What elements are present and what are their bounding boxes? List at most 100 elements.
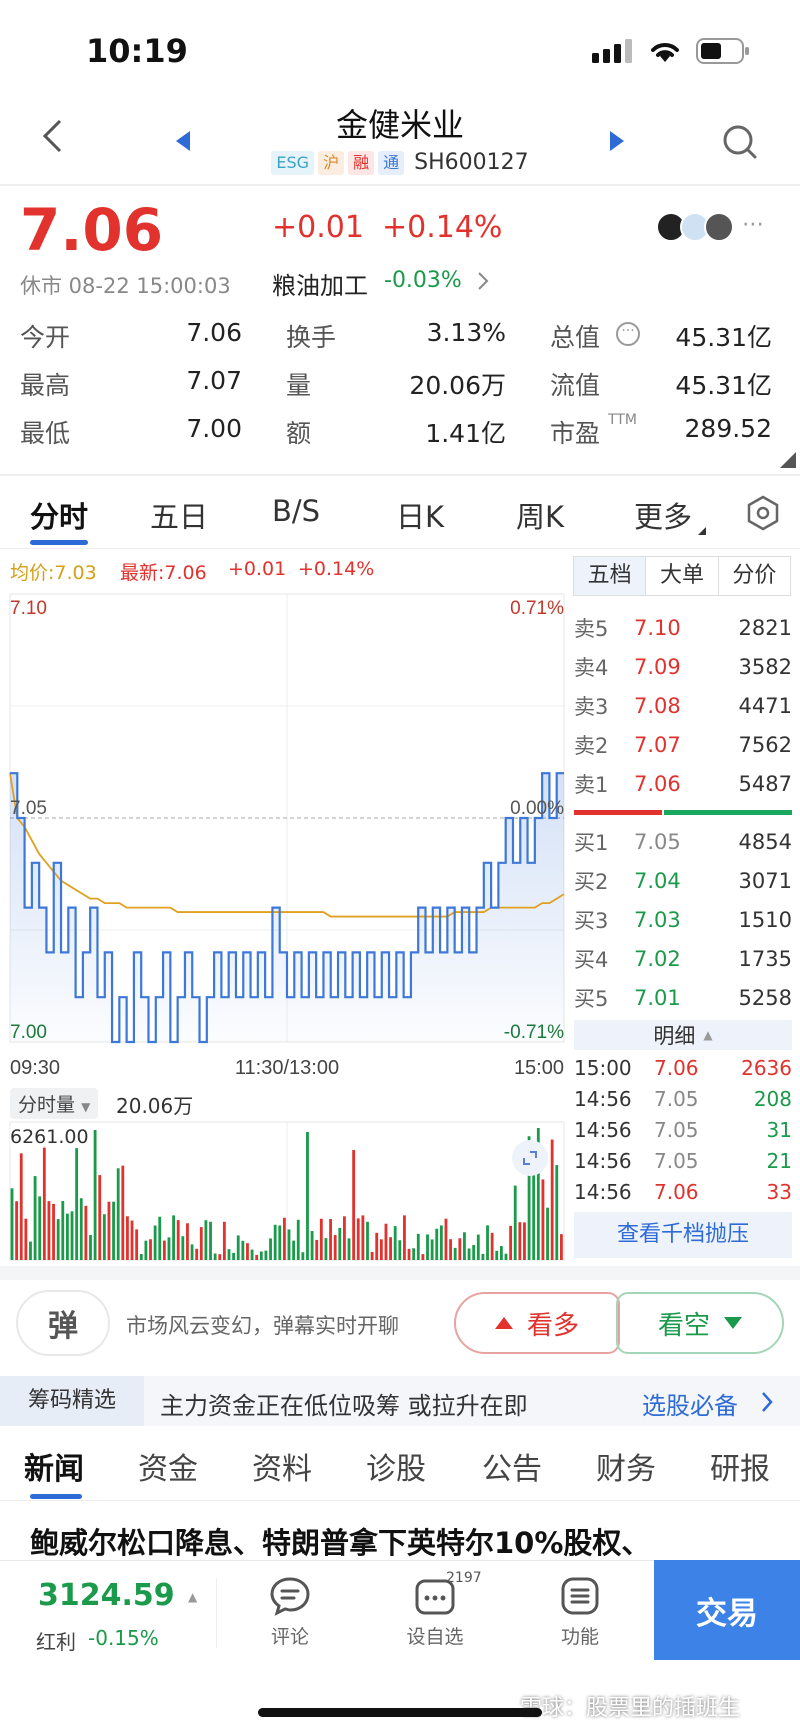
trade-button[interactable]: 交易 (654, 1560, 800, 1660)
function-icon[interactable] (560, 1576, 600, 1620)
volume-max-label: 6261.00 (10, 1126, 89, 1148)
tab-weekly-k[interactable]: 周K (516, 500, 565, 534)
comment-icon[interactable] (268, 1576, 312, 1620)
volume-bar (181, 1236, 185, 1260)
expand-corner-icon[interactable] (780, 452, 796, 472)
news-headline[interactable]: 鲍威尔松口降息、特朗普拿下英特尔10%股权、 (30, 1526, 651, 1560)
chart-settings-icon[interactable] (744, 494, 782, 536)
volume-bar (162, 1240, 166, 1260)
stat-label: 最高 (20, 371, 71, 400)
tag-rong[interactable]: 融 (348, 150, 375, 175)
watermark: 雪球：股票里的插班生 (520, 1696, 741, 1721)
news-tab[interactable]: 诊股 (366, 1452, 426, 1487)
volume-bar (527, 1136, 531, 1260)
search-icon[interactable] (722, 124, 758, 164)
tick-time: 14:56 (574, 1086, 632, 1111)
volume-bar (250, 1249, 254, 1260)
ask-volume: 4471 (738, 693, 792, 718)
stat-label: 总值 (550, 323, 601, 352)
chevron-right-icon[interactable] (476, 270, 490, 296)
ask-row[interactable]: 卖4 7.09 3582 (574, 647, 792, 686)
news-tab[interactable]: 研报 (710, 1452, 770, 1487)
news-tab[interactable]: 公告 (482, 1452, 542, 1487)
bearish-button[interactable]: 看空 (616, 1292, 784, 1354)
ask-row[interactable]: 卖3 7.08 4471 (574, 686, 792, 725)
tab-more[interactable]: 更多 (634, 500, 693, 534)
sector-change[interactable]: -0.03% (384, 268, 462, 293)
volume-bar (476, 1234, 480, 1260)
stat-label: 市盈 (550, 419, 601, 448)
tag-esg[interactable]: ESG (271, 150, 315, 175)
home-indicator[interactable] (258, 1708, 542, 1717)
bid-row[interactable]: 买3 7.03 1510 (574, 900, 792, 939)
news-tab[interactable]: 新闻 (24, 1452, 84, 1487)
chevron-right-icon[interactable] (760, 1390, 774, 1418)
ask-row[interactable]: 卖1 7.06 5487 (574, 764, 792, 803)
news-tab[interactable]: 资金 (138, 1452, 198, 1487)
intraday-chart[interactable]: 7.10 7.05 7.00 0.71% 0.00% -0.71% 09:30 11:30/1… (0, 580, 570, 1080)
ask-volume: 2821 (738, 615, 792, 640)
fullscreen-icon[interactable] (512, 1140, 548, 1176)
volume-bar (499, 1246, 503, 1260)
ask-row[interactable]: 卖5 7.10 2821 (574, 608, 792, 647)
volume-chart[interactable] (0, 1118, 570, 1262)
volume-bar (264, 1250, 268, 1260)
bid-row[interactable]: 买1 7.05 4854 (574, 822, 792, 861)
tick-volume: 21 (766, 1148, 792, 1173)
y-tick-left: 7.05 (10, 798, 47, 819)
watchlist-label: 设自选 (406, 1626, 464, 1648)
tag-tong[interactable]: 通 (378, 150, 405, 175)
x-tick: 15:00 (514, 1057, 564, 1079)
bid-bar (664, 810, 792, 815)
index-value[interactable]: 3124.59 (38, 1578, 175, 1613)
chips-text[interactable]: 主力资金正在低位吸筹 或拉升在即 (160, 1392, 528, 1420)
tab-intraday[interactable]: 分时 (30, 500, 89, 534)
volume-bar (269, 1238, 272, 1260)
index-change: -0.15% (88, 1626, 159, 1650)
up-triangle-icon (494, 1317, 513, 1329)
more-circle-icon[interactable]: ··· (616, 322, 640, 346)
volume-bar (144, 1240, 148, 1260)
news-tab[interactable]: 财务 (596, 1452, 656, 1487)
volume-bar (398, 1240, 402, 1260)
bullish-button[interactable]: 看多 (454, 1292, 620, 1354)
chips-link[interactable]: 选股必备 (642, 1392, 738, 1420)
tick-price: 7.05 (654, 1148, 699, 1173)
down-triangle-icon (724, 1317, 742, 1329)
detail-header[interactable]: 明细 ▲ (574, 1020, 792, 1050)
bid-row[interactable]: 买5 7.01 5258 (574, 978, 792, 1017)
volume-bar (550, 1139, 554, 1260)
depth-button[interactable]: 查看千档抛压 (574, 1212, 792, 1258)
y-tick-right: 0.00% (510, 798, 564, 819)
news-tab[interactable]: 资料 (252, 1452, 312, 1487)
volume-bar (195, 1248, 199, 1260)
tab-bs[interactable]: B/S (272, 494, 321, 528)
back-icon[interactable] (40, 118, 64, 158)
tab-five-day[interactable]: 五日 (150, 500, 209, 534)
sector-name[interactable]: 粮油加工 (272, 272, 368, 300)
volume-bar (199, 1227, 203, 1260)
danmu-input[interactable]: 市场风云变幻，弹幕实时开聊 (126, 1314, 399, 1338)
bid-row[interactable]: 买4 7.02 1735 (574, 939, 792, 978)
tab-daily-k[interactable]: 日K (396, 500, 445, 534)
tick-time: 14:56 (574, 1179, 632, 1204)
follower-avatars[interactable] (656, 212, 734, 242)
volume-bar (89, 1235, 92, 1260)
tab-price-distribution[interactable]: 分价 (732, 563, 777, 588)
tag-hu[interactable]: 沪 (318, 150, 345, 175)
more-icon[interactable]: ⋯ (742, 212, 764, 237)
bid-label: 买1 (574, 830, 609, 855)
bid-row[interactable]: 买2 7.04 3071 (574, 861, 792, 900)
volume-bar (75, 1148, 79, 1260)
prev-stock-icon[interactable] (174, 130, 192, 156)
bid-price: 7.03 (634, 907, 681, 932)
tab-five-levels[interactable]: 五档 (574, 557, 647, 595)
danmu-toggle-icon[interactable]: 弹 (16, 1290, 110, 1356)
watchlist-icon[interactable] (414, 1578, 456, 1620)
next-stock-icon[interactable] (608, 130, 626, 156)
volume-bar (79, 1198, 83, 1260)
volume-selector[interactable]: 分时量 ▼ (10, 1088, 99, 1119)
tab-large-orders[interactable]: 大单 (646, 557, 719, 595)
status-time: 10:19 (86, 32, 188, 70)
ask-row[interactable]: 卖2 7.07 7562 (574, 725, 792, 764)
